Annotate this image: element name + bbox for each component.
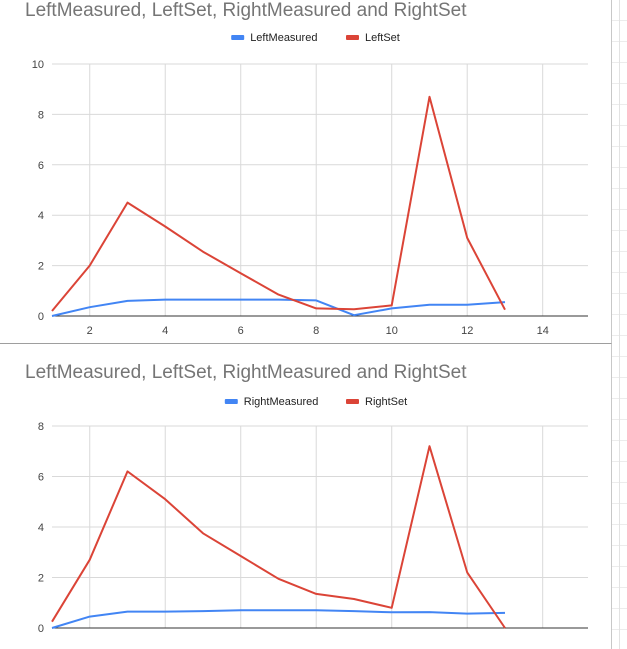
series-line-leftset bbox=[51, 95, 506, 312]
legend-label: LeftSet bbox=[365, 32, 400, 44]
chart-right[interactable]: LeftMeasured, LeftSet, RightMeasured and… bbox=[0, 344, 612, 649]
x-tick-label: 6 bbox=[238, 325, 244, 337]
y-tick-label: 0 bbox=[38, 623, 44, 635]
chart-title: LeftMeasured, LeftSet, RightMeasured and… bbox=[25, 362, 467, 383]
legend-label: RightSet bbox=[365, 396, 407, 408]
legend-swatch bbox=[224, 399, 238, 404]
y-tick-label: 4 bbox=[38, 522, 44, 534]
legend: LeftMeasured LeftSet bbox=[231, 32, 400, 44]
y-tick-label: 8 bbox=[38, 109, 44, 121]
y-tick-label: 10 bbox=[32, 59, 44, 71]
legend-swatch bbox=[346, 35, 359, 40]
x-tick-label: 14 bbox=[537, 325, 549, 337]
legend-swatch bbox=[231, 35, 245, 40]
x-tick-label: 8 bbox=[313, 325, 319, 337]
horizontal-gridlines bbox=[52, 425, 588, 578]
series-line-rightmeasured bbox=[51, 609, 506, 629]
vertical-gridlines bbox=[89, 64, 544, 316]
legend-item-leftset[interactable]: LeftSet bbox=[346, 32, 400, 44]
chart-left-plot: 0 2 4 6 8 10 2 4 6 8 10 12 14 LeftMeasured LeftSet bbox=[32, 32, 588, 337]
y-tick-label: 8 bbox=[38, 421, 44, 433]
x-tick-label: 10 bbox=[386, 325, 398, 337]
legend: RightMeasured RightSet bbox=[224, 396, 407, 408]
x-tick-label: 12 bbox=[461, 325, 473, 337]
chart-left[interactable]: LeftMeasured, LeftSet, RightMeasured and… bbox=[0, 0, 612, 344]
chart-right-plot: 0 2 4 6 8 RightMeasured RightSet bbox=[38, 396, 588, 635]
horizontal-gridlines bbox=[52, 63, 588, 267]
y-tick-label: 2 bbox=[38, 261, 44, 273]
legend-item-leftmeasured[interactable]: LeftMeasured bbox=[231, 32, 317, 44]
y-tick-label: 4 bbox=[38, 210, 44, 222]
chart-title: LeftMeasured, LeftSet, RightMeasured and… bbox=[25, 0, 467, 21]
y-tick-label: 2 bbox=[38, 573, 44, 585]
legend-label: LeftMeasured bbox=[250, 32, 317, 44]
legend-item-rightset[interactable]: RightSet bbox=[346, 396, 407, 408]
y-tick-label: 6 bbox=[38, 160, 44, 172]
x-tick-label: 2 bbox=[87, 325, 93, 337]
legend-item-rightmeasured[interactable]: RightMeasured bbox=[224, 396, 319, 408]
series-line-leftmeasured bbox=[51, 298, 506, 317]
series-line-rightset bbox=[51, 445, 506, 629]
x-tick-label: 4 bbox=[162, 325, 168, 337]
legend-swatch bbox=[346, 399, 359, 404]
y-tick-label: 0 bbox=[38, 311, 44, 323]
y-tick-label: 6 bbox=[38, 472, 44, 484]
legend-label: RightMeasured bbox=[244, 396, 319, 408]
